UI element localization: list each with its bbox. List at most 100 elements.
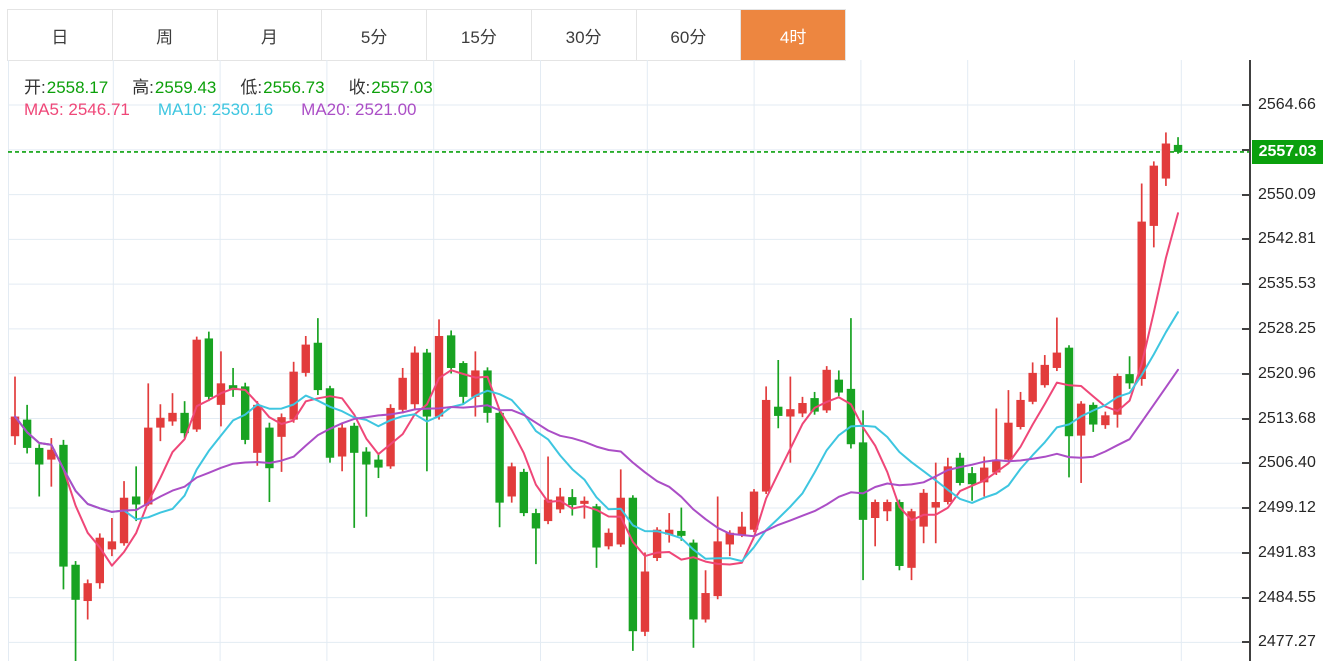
timeframe-tab-4时[interactable]: 4时 bbox=[741, 10, 845, 60]
candle-body-up bbox=[253, 404, 262, 453]
timeframe-tab-周[interactable]: 周 bbox=[113, 10, 218, 60]
ohlc-readout-bar: 开:2558.17 高:2559.43 低:2556.73 收:2557.03 bbox=[24, 73, 433, 98]
candle-body-up bbox=[1161, 143, 1171, 179]
candle-body-up bbox=[943, 466, 953, 503]
candle-body-up bbox=[192, 339, 201, 430]
ma5-line bbox=[14, 212, 1179, 567]
candle-body-down bbox=[858, 442, 868, 520]
y-axis-tick bbox=[1242, 193, 1249, 196]
y-axis-label: 2542.81 bbox=[1258, 230, 1316, 248]
candle-body-up bbox=[761, 399, 771, 492]
candle-body-up bbox=[337, 427, 347, 457]
candle-body-down bbox=[955, 457, 965, 483]
timeframe-tab-月[interactable]: 月 bbox=[218, 10, 323, 60]
y-axis-line bbox=[1249, 60, 1251, 661]
candle-body-down bbox=[240, 386, 250, 440]
candle-body-up bbox=[931, 502, 940, 508]
y-axis-label: 2528.25 bbox=[1258, 319, 1316, 337]
candle-body-down bbox=[628, 497, 638, 632]
ma20-legend: MA20: 2521.00 bbox=[301, 100, 417, 119]
candle-body-down bbox=[834, 379, 844, 393]
candle-body-up bbox=[434, 335, 444, 417]
candle-body-down bbox=[22, 419, 32, 448]
candle-body-up bbox=[47, 449, 56, 460]
candle-body-down bbox=[677, 530, 686, 536]
candle-body-up bbox=[277, 417, 286, 437]
y-axis-label: 2499.12 bbox=[1258, 499, 1316, 517]
candle-body-up bbox=[144, 427, 153, 505]
candle-body-up bbox=[301, 344, 310, 373]
ma5-legend: MA5: 2546.71 bbox=[24, 100, 130, 119]
candle-body-up bbox=[652, 529, 662, 558]
open-value: 2558.17 bbox=[46, 78, 109, 97]
high-readout: 高:2559.43 bbox=[132, 73, 216, 98]
candle-body-down bbox=[35, 447, 44, 465]
y-axis-tick bbox=[1242, 596, 1249, 599]
timeframe-tab-15分[interactable]: 15分 bbox=[427, 10, 532, 60]
candle-body-down bbox=[422, 352, 432, 417]
candle-body-up bbox=[168, 412, 177, 422]
timeframe-tab-60分[interactable]: 60分 bbox=[637, 10, 742, 60]
candle-body-up bbox=[1113, 375, 1122, 415]
candle-body-down bbox=[592, 506, 601, 548]
candle-body-up bbox=[883, 502, 892, 512]
low-label: 低: bbox=[240, 78, 263, 97]
candle-body-up bbox=[289, 371, 298, 420]
candle-body-up bbox=[1149, 165, 1159, 226]
candle-body-down bbox=[1064, 347, 1074, 437]
candle-body-up bbox=[1052, 352, 1062, 368]
candle-body-up bbox=[980, 467, 989, 483]
candle-body-up bbox=[386, 407, 395, 467]
close-label: 收: bbox=[348, 78, 371, 97]
y-axis-label: 2506.40 bbox=[1258, 454, 1316, 472]
timeframe-tab-5分[interactable]: 5分 bbox=[322, 10, 427, 60]
y-axis-tick bbox=[1242, 372, 1249, 375]
candle-body-up bbox=[665, 529, 674, 535]
open-label: 开: bbox=[24, 78, 46, 97]
candle-body-down bbox=[180, 412, 189, 434]
ma10-line bbox=[14, 311, 1179, 563]
candle-body-up bbox=[1137, 221, 1146, 380]
candle-body-up bbox=[1076, 403, 1086, 436]
candlestick-chart[interactable] bbox=[8, 60, 1250, 661]
candle-body-down bbox=[1173, 144, 1183, 152]
candle-body-up bbox=[507, 466, 516, 497]
candle-body-down bbox=[531, 513, 541, 529]
candle-body-up bbox=[10, 416, 20, 437]
y-axis-tick bbox=[1242, 641, 1249, 644]
candle-body-down bbox=[967, 473, 977, 485]
candle-body-down bbox=[495, 412, 504, 503]
ma20-line bbox=[14, 368, 1179, 538]
candle-body-up bbox=[737, 526, 747, 535]
close-value: 2557.03 bbox=[371, 78, 433, 97]
y-axis-label: 2550.09 bbox=[1258, 185, 1316, 203]
high-value: 2559.43 bbox=[154, 78, 217, 97]
candle-body-up bbox=[95, 537, 105, 584]
y-axis-label: 2477.27 bbox=[1258, 633, 1316, 651]
timeframe-tab-日[interactable]: 日 bbox=[8, 10, 113, 60]
candle-body-down bbox=[59, 444, 68, 567]
candle-body-down bbox=[313, 342, 323, 391]
candle-body-up bbox=[580, 500, 589, 504]
y-axis-label: 2484.55 bbox=[1258, 588, 1316, 606]
y-axis-label: 2520.96 bbox=[1258, 364, 1316, 382]
candle-body-down bbox=[519, 471, 529, 514]
candle-body-down bbox=[846, 388, 856, 445]
timeframe-tab-30分[interactable]: 30分 bbox=[532, 10, 637, 60]
candle-body-down bbox=[265, 427, 274, 469]
candle-body-down bbox=[810, 398, 819, 412]
grid-lines bbox=[8, 60, 1250, 661]
candle-body-up bbox=[156, 417, 165, 428]
y-axis-tick bbox=[1242, 327, 1249, 330]
candle-body-down bbox=[131, 496, 141, 505]
candle-body-up bbox=[616, 497, 625, 545]
y-axis-tick bbox=[1242, 283, 1249, 286]
candle-body-up bbox=[870, 502, 880, 519]
y-axis-label: 2513.68 bbox=[1258, 409, 1316, 427]
y-axis-label: 2564.66 bbox=[1258, 96, 1316, 113]
candle-body-up bbox=[83, 583, 92, 602]
y-axis-tick bbox=[1242, 148, 1249, 151]
candle-body-down bbox=[1125, 374, 1134, 384]
candle-body-up bbox=[822, 369, 831, 411]
close-readout: 收:2557.03 bbox=[349, 73, 433, 98]
